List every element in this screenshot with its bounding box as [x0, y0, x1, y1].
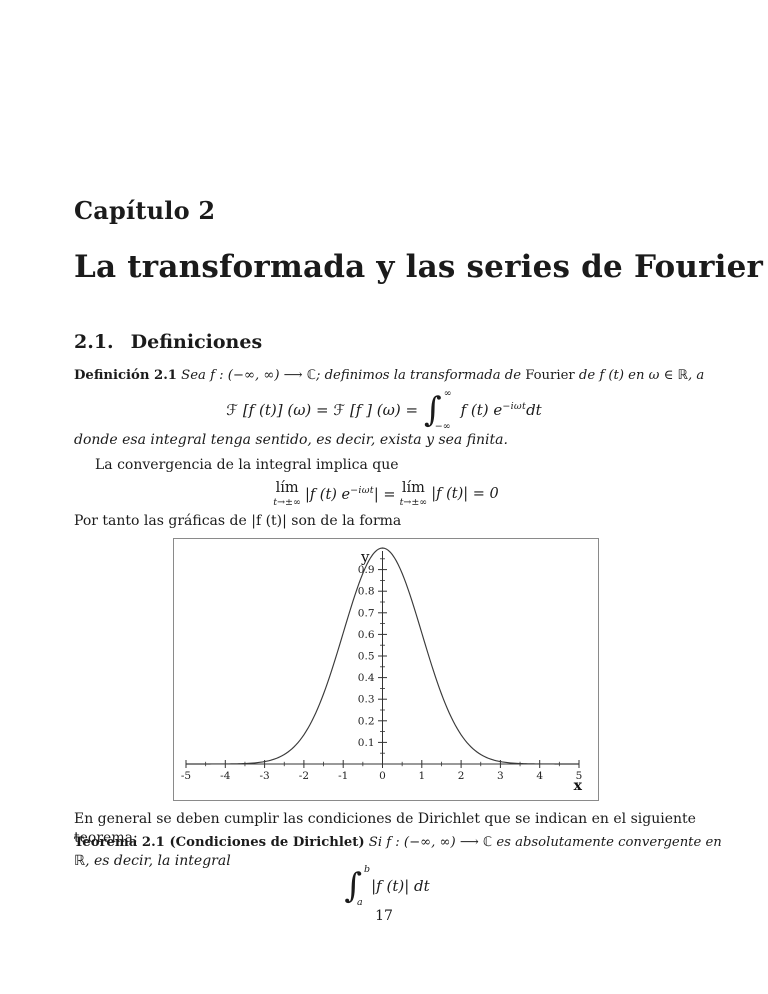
- limit-arg-2: |f (t)| = 0: [431, 486, 499, 502]
- svg-text:y: y: [360, 548, 370, 566]
- integral-lower-limit: −∞: [434, 420, 451, 432]
- fourier-transform-formula: ℱ [f (t)] (ω) = ℱ [f ] (ω) = ∫ ∞ −∞ f (t…: [74, 388, 694, 432]
- definition-paragraph: Definición 2.1 Sea f : (−∞, ∞) ⟶ ℂ; defi…: [74, 366, 704, 385]
- formula-exponent: −iωt: [502, 401, 527, 412]
- svg-text:2: 2: [458, 770, 465, 782]
- figure-plot: -5 -4 -3 -2 -1 0 1 2 3 4 5 0.1 0.2 0.3 0.4 0.5 0.6 0.7 0.8…: [181, 547, 583, 794]
- limit-operator-2: lím t→±∞: [399, 480, 428, 508]
- svg-text:0.6: 0.6: [358, 629, 375, 641]
- svg-text:0.4: 0.4: [358, 672, 375, 684]
- integral-upper-limit-2: b: [364, 864, 371, 875]
- definition-label: Definición 2.1: [74, 368, 177, 383]
- svg-text:0.2: 0.2: [358, 715, 375, 727]
- svg-text:-1: -1: [338, 770, 348, 782]
- svg-text:0.7: 0.7: [358, 607, 375, 619]
- svg-text:0.9: 0.9: [358, 564, 375, 576]
- svg-text:-3: -3: [259, 770, 269, 782]
- svg-text:0.3: 0.3: [358, 694, 375, 706]
- integral-sign-2: ∫: [344, 866, 363, 906]
- svg-text:-5: -5: [181, 770, 191, 782]
- convergence-paragraph: La convergencia de la integral implica q…: [95, 457, 399, 473]
- section-number: 2.1.: [74, 331, 114, 353]
- integral-lower-limit-2: a: [357, 896, 363, 908]
- svg-text:0.5: 0.5: [358, 651, 375, 663]
- integral-limits-2: b a: [357, 864, 371, 907]
- svg-text:-2: -2: [299, 770, 309, 782]
- definition-text-1: Sea f : (−∞, ∞) ⟶ ℂ; definimos la transf…: [176, 368, 526, 383]
- integral-construct: ∫ ∞ −∞: [424, 389, 458, 431]
- graph-figure: -5 -4 -3 -2 -1 0 1 2 3 4 5 0.1 0.2 0.3 0.4 0.5 0.6 0.7 0.8…: [173, 538, 599, 801]
- section-title: Definiciones: [130, 331, 263, 353]
- integral-construct-2: ∫ b a: [344, 864, 371, 907]
- svg-text:1: 1: [418, 770, 425, 782]
- formula-integrand: f (t) e−iωtdt: [460, 401, 542, 419]
- svg-text:4: 4: [536, 770, 543, 782]
- formula-lhs: ℱ [f (t)] (ω) = ℱ [f ] (ω) =: [226, 401, 419, 419]
- theorem-text-1: Si f : (−∞, ∞) ⟶ ℂ es absolutamente conv…: [364, 835, 722, 850]
- dirichlet-integrand: |f (t)| dt: [371, 877, 430, 895]
- limit-arg-1: |f (t) e−iωt| =: [304, 485, 396, 503]
- chapter-title: La transformada y las series de Fourier: [74, 249, 764, 285]
- section-heading: 2.1. Definiciones: [74, 331, 262, 353]
- svg-text:x: x: [574, 778, 583, 794]
- integral-upper-limit: ∞: [443, 388, 452, 399]
- svg-text:0.8: 0.8: [358, 586, 375, 598]
- integral-limits: ∞ −∞: [435, 388, 458, 431]
- chapter-label: Capítulo 2: [74, 196, 216, 225]
- svg-text:0.1: 0.1: [358, 737, 375, 749]
- definition-text-2: de f (t) en ω ∈ ℝ, a: [574, 368, 705, 383]
- page-number: 17: [375, 908, 393, 924]
- por-tanto-paragraph: Por tanto las gráficas de |f (t)| son de…: [74, 513, 402, 529]
- theorem-line-2: ℝ, es decir, la integral: [74, 853, 231, 869]
- svg-text:5: 5: [576, 770, 583, 782]
- theorem-line-1: Teorema 2.1 (Condiciones de Dirichlet) S…: [74, 833, 722, 852]
- limit-formula: lím t→±∞ |f (t) e−iωt| = lím t→±∞ |f (t)…: [74, 478, 694, 510]
- theorem-paragraph: Teorema 2.1 (Condiciones de Dirichlet) S…: [74, 833, 722, 871]
- where-integral-paragraph: donde esa integral tenga sentido, es dec…: [74, 432, 508, 448]
- dirichlet-integral-formula: ∫ b a |f (t)| dt: [74, 863, 694, 909]
- svg-text:-4: -4: [220, 770, 231, 782]
- integral-sign: ∫: [424, 390, 442, 430]
- svg-text:0: 0: [379, 770, 386, 782]
- definition-text-fourier: Fourier: [525, 368, 575, 383]
- theorem-label: Teorema 2.1 (Condiciones de Dirichlet): [74, 835, 365, 850]
- svg-text:3: 3: [497, 770, 504, 782]
- en-general-paragraph: En general se deben cumplir las condicio…: [74, 811, 696, 846]
- limit-operator-1: lím t→±∞: [273, 480, 301, 508]
